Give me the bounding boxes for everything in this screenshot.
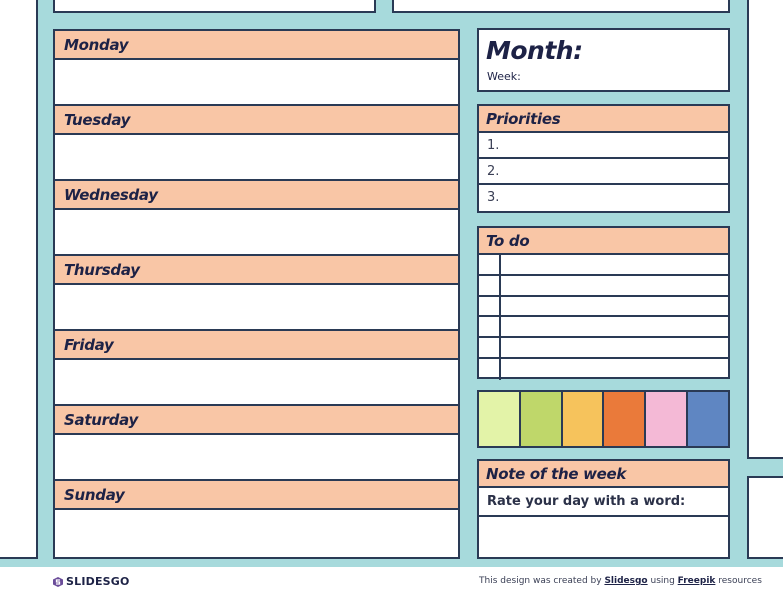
day-notes-area[interactable] xyxy=(55,360,458,404)
day-heading: Thursday xyxy=(55,256,458,285)
footer-credit: This design was created by Slidesgo usin… xyxy=(479,576,762,586)
todo-checkbox[interactable] xyxy=(479,275,501,295)
day-heading: Tuesday xyxy=(55,106,458,135)
priorities-card: Priorities 1. 2. 3. xyxy=(477,104,730,213)
note-input-area[interactable] xyxy=(479,517,728,557)
todo-text-field[interactable] xyxy=(501,276,728,295)
todo-row xyxy=(479,358,728,380)
day-block-thursday: Thursday xyxy=(53,254,460,331)
slidesgo-logo[interactable]: SLIDESGO xyxy=(53,575,130,588)
partial-page-left xyxy=(0,0,38,559)
day-notes-area[interactable] xyxy=(55,135,458,179)
day-notes-area[interactable] xyxy=(55,435,458,479)
slidesgo-logo-icon xyxy=(53,576,63,587)
day-heading: Friday xyxy=(55,331,458,360)
credit-prefix: This design was created by xyxy=(479,576,605,586)
day-heading: Monday xyxy=(55,31,458,60)
slidesgo-link[interactable]: Slidesgo xyxy=(604,576,648,586)
day-notes-area[interactable] xyxy=(55,510,458,554)
day-notes-area[interactable] xyxy=(55,60,458,104)
swatch-green[interactable] xyxy=(520,392,561,446)
freepik-link[interactable]: Freepik xyxy=(677,576,716,586)
todo-checkbox[interactable] xyxy=(479,296,501,316)
priority-item[interactable]: 1. xyxy=(479,133,728,159)
todo-checkbox[interactable] xyxy=(479,255,501,274)
month-title: Month: xyxy=(486,36,583,65)
todo-text-field[interactable] xyxy=(501,255,728,274)
todo-text-field[interactable] xyxy=(501,338,728,357)
todo-heading: To do xyxy=(479,228,728,255)
swatch-light-green[interactable] xyxy=(479,392,519,446)
day-notes-area[interactable] xyxy=(55,285,458,329)
priorities-heading: Priorities xyxy=(479,106,728,133)
month-week-box: Month: Week: xyxy=(477,28,730,92)
day-block-sunday: Sunday xyxy=(53,479,460,559)
mood-color-swatches xyxy=(477,390,730,448)
partial-card-top-right xyxy=(392,0,730,13)
day-block-wednesday: Wednesday xyxy=(53,179,460,256)
todo-row xyxy=(479,338,728,359)
todo-row xyxy=(479,296,728,318)
todo-card: To do xyxy=(477,226,730,380)
rate-day-prompt: Rate your day with a word: xyxy=(479,488,728,517)
todo-checkbox[interactable] xyxy=(479,317,501,337)
priority-item[interactable]: 3. xyxy=(487,190,500,205)
partial-page-right-upper xyxy=(747,0,783,459)
day-block-monday: Monday xyxy=(53,29,460,106)
todo-row xyxy=(479,275,728,297)
credit-suffix: resources xyxy=(715,576,762,586)
todo-text-field[interactable] xyxy=(501,359,728,380)
swatch-yellow[interactable] xyxy=(562,392,603,446)
todo-row xyxy=(479,255,728,276)
brand-name: SLIDESGO xyxy=(66,575,130,588)
todo-checkbox[interactable] xyxy=(479,358,501,380)
day-notes-area[interactable] xyxy=(55,210,458,254)
partial-page-right-lower xyxy=(747,476,783,559)
week-label: Week: xyxy=(487,70,521,83)
todo-text-field[interactable] xyxy=(501,317,728,336)
todo-checkbox[interactable] xyxy=(479,338,501,357)
note-of-week-card: Note of the week Rate your day with a wo… xyxy=(477,459,730,559)
todo-text-field[interactable] xyxy=(501,297,728,316)
swatch-orange[interactable] xyxy=(604,392,645,446)
day-heading: Saturday xyxy=(55,406,458,435)
day-heading: Wednesday xyxy=(55,181,458,210)
swatch-pink[interactable] xyxy=(646,392,687,446)
partial-card-top-left xyxy=(53,0,376,13)
day-heading: Sunday xyxy=(55,481,458,510)
swatch-blue[interactable] xyxy=(688,392,728,446)
day-block-saturday: Saturday xyxy=(53,404,460,481)
day-block-friday: Friday xyxy=(53,329,460,406)
todo-row xyxy=(479,317,728,339)
note-heading: Note of the week xyxy=(479,461,728,488)
credit-middle: using xyxy=(647,576,678,586)
day-block-tuesday: Tuesday xyxy=(53,104,460,181)
priority-item[interactable]: 2. xyxy=(479,159,728,185)
